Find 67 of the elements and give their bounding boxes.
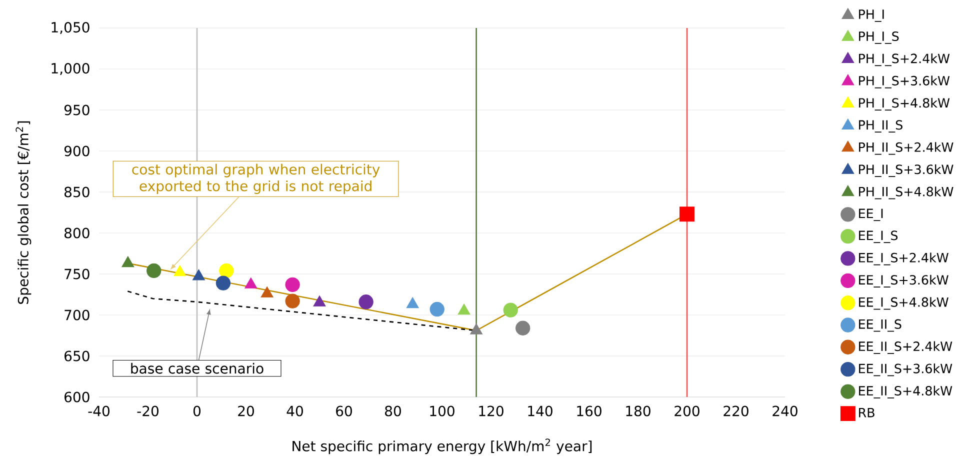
legend-label: PH_I [859,10,884,22]
legend-label: EE_II_S [859,319,902,332]
x-tick-label: 140 [528,406,552,416]
x-tick-label: 60 [336,406,352,416]
x-tick-label: 240 [772,406,798,416]
legend-label: EE_I_S+2.4kW [859,252,948,266]
x-tick-label: 40 [286,406,303,416]
x-tick-label: 200 [674,406,700,416]
y-tick-label: 650 [64,350,90,362]
legend-label: EE_II_S+4.8kW [859,386,952,398]
legend-label: PH_II_S+3.6kW [859,164,954,177]
x-tick-label: 160 [577,406,602,416]
x-tick-label: 80 [385,406,401,416]
x-axis-title: Net specific primary energy [kWh/m$^{2}$ year] [292,438,592,454]
point [458,304,470,315]
x-tick-label: 220 [724,406,748,416]
point [358,294,374,310]
legend-label: PH_I_S+2.4kW [859,53,950,66]
legend-label: EE_II_S+2.4kW [859,341,952,354]
legend-label: PH_I_S+4.8kW [859,98,950,111]
y-tick-label: 600 [64,392,90,402]
y-tick-label: 900 [64,146,90,156]
legend-label: PH_II_S+4.8kW [859,186,954,200]
point [174,265,186,276]
legend-label: EE_I [859,208,883,222]
point [285,294,300,308]
y-tick-label: 1,000 [52,62,90,76]
point [260,286,274,298]
x-tick-label: 120 [479,406,504,416]
point [285,277,300,292]
legend-label: EE_I_S+4.8kW [859,297,948,310]
y-tick-label: 750 [64,268,90,280]
point [430,302,444,317]
point [244,277,258,288]
legend-label: EE_II_S+3.6kW [859,364,952,376]
legend-label: PH_II_S+2.4kW [859,142,954,155]
y-tick-label: 1,050 [52,22,90,34]
y-tick-label: 950 [64,104,90,116]
point [680,206,694,222]
annotation: base case scenario [131,362,264,374]
point [313,296,326,306]
x-tick-label: 100 [430,406,454,416]
legend-label: RB [859,408,874,418]
point [470,323,483,334]
y-tick-label: 850 [64,186,90,198]
x-tick-label: -40 [88,406,110,416]
point [516,320,530,336]
x-tick-label: 180 [626,406,650,416]
point [406,297,419,308]
point [192,269,205,280]
y-tick-label: 800 [64,228,90,238]
point [219,263,234,278]
x-tick-label: 0 [193,406,201,416]
y-axis-title: Specific global cost [€/m$^{2}$] [16,121,32,304]
legend-label: EE_I_S [859,230,898,244]
point [216,276,231,290]
legend-label: PH_I_S+3.6kW [859,76,950,88]
legend-label: EE_I_S+3.6kW [859,274,948,288]
annotation: cost optimal graph when electricity exported to the grid is not repaid [132,164,380,194]
point [122,256,134,268]
point [146,263,162,278]
x-tick-label: -20 [137,406,158,416]
y-tick-label: 700 [64,310,90,320]
point [503,302,518,318]
x-tick-label: 20 [238,406,254,416]
legend-label: PH_I_S [859,31,899,44]
legend-label: PH_II_S [859,120,902,133]
